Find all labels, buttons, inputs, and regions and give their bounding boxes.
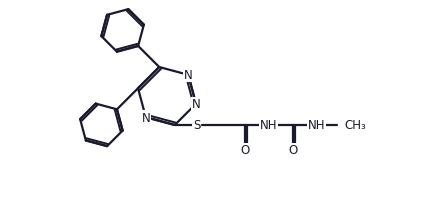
Text: NH: NH bbox=[260, 119, 278, 132]
Text: O: O bbox=[288, 144, 297, 157]
Text: N: N bbox=[142, 111, 150, 124]
Text: NH: NH bbox=[308, 119, 326, 132]
Text: O: O bbox=[240, 144, 249, 157]
Text: CH₃: CH₃ bbox=[345, 119, 366, 132]
Text: N: N bbox=[192, 98, 201, 111]
Text: N: N bbox=[184, 69, 192, 82]
Text: S: S bbox=[193, 119, 201, 132]
